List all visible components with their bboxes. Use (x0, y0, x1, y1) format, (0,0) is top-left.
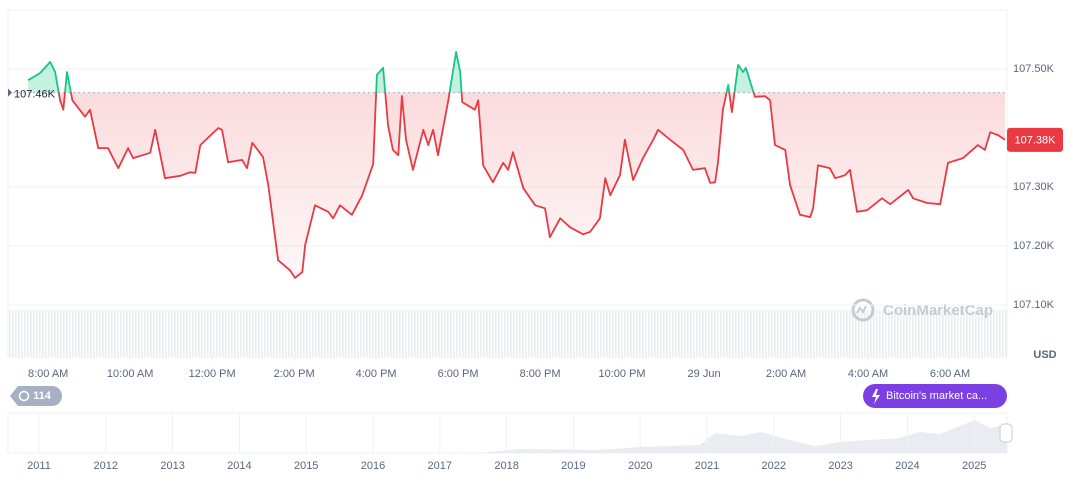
x-tick-label: 6:00 AM (930, 368, 970, 380)
history-badge[interactable]: 114 (10, 386, 62, 406)
navigator-year: 2024 (895, 460, 919, 472)
x-tick-label: 8:00 PM (520, 368, 561, 380)
currency-label: USD (1033, 349, 1056, 361)
navigator-area (8, 420, 1007, 453)
x-tick-label: 4:00 PM (356, 368, 397, 380)
x-tick-label: 6:00 PM (438, 368, 479, 380)
navigator-year: 2015 (294, 460, 318, 472)
y-tick-label: 107.50K (1013, 63, 1055, 75)
history-count: 114 (33, 390, 52, 402)
x-tick-label: 12:00 PM (189, 368, 236, 380)
navigator-year: 2023 (828, 460, 852, 472)
navigator-year: 2025 (962, 460, 986, 472)
navigator-handle[interactable] (999, 423, 1013, 443)
navigator-year: 2016 (361, 460, 385, 472)
x-tick-label: 2:00 AM (766, 368, 806, 380)
navigator-year: 2022 (762, 460, 786, 472)
y-tick-label: 107.20K (1013, 240, 1055, 252)
event-badge[interactable]: Bitcoin's market ca... (863, 384, 1007, 408)
x-tick-label: 4:00 AM (848, 368, 888, 380)
x-tick-label: 10:00 PM (599, 368, 646, 380)
navigator-year: 2012 (94, 460, 118, 472)
baseline-label: 107.46K (14, 89, 56, 101)
area-below (58, 92, 1005, 278)
navigator-year: 2019 (561, 460, 585, 472)
x-tick-label: 2:00 PM (274, 368, 315, 380)
current-price-label: 107.38K (1015, 135, 1057, 147)
watermark-logo (851, 298, 875, 322)
price-line (27, 51, 1006, 279)
current-price-badge (1007, 127, 1063, 152)
navigator-year: 2013 (160, 460, 184, 472)
event-text: Bitcoin's market ca... (886, 390, 987, 402)
x-tick-label: 8:00 AM (28, 368, 68, 380)
navigator-year: 2021 (695, 460, 719, 472)
x-tick-label: 29 Jun (688, 368, 721, 380)
x-tick-label: 10:00 AM (107, 368, 153, 380)
navigator-year: 2020 (628, 460, 652, 472)
navigator-year: 2017 (428, 460, 452, 472)
y-tick-label: 107.30K (1013, 181, 1055, 193)
navigator-year: 2011 (27, 460, 51, 472)
baseline-marker (8, 88, 12, 97)
y-tick-label: 107.10K (1013, 299, 1055, 311)
volume-bars (8, 310, 1007, 357)
watermark: CoinMarketCap (883, 302, 993, 319)
navigator-year: 2018 (494, 460, 518, 472)
navigator-year: 2014 (227, 460, 251, 472)
